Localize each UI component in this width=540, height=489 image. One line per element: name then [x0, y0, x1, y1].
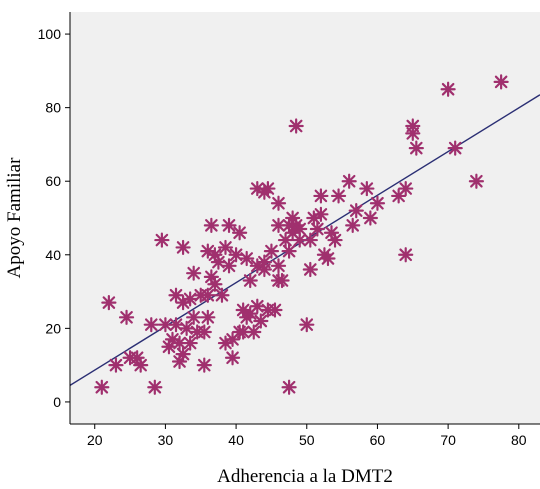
- data-point: [260, 180, 276, 197]
- data-point: [186, 309, 202, 325]
- data-point: [405, 125, 421, 141]
- data-point: [369, 195, 386, 211]
- data-point: [221, 258, 237, 274]
- data-point: [186, 265, 202, 281]
- plot-area: [70, 12, 540, 424]
- data-point: [270, 195, 287, 211]
- y-tick-label: 100: [38, 26, 62, 42]
- data-point: [362, 210, 378, 226]
- data-point: [292, 221, 308, 237]
- data-point: [398, 247, 414, 263]
- data-point: [214, 287, 230, 303]
- points-layer: [94, 74, 509, 395]
- x-tick-labels: 20 30 40 50 60 70 80: [87, 432, 527, 448]
- data-point: [221, 217, 237, 233]
- data-point: [143, 317, 159, 333]
- data-point: [108, 357, 124, 373]
- data-point: [263, 243, 280, 259]
- y-axis-title: Apoyo Familiar: [4, 157, 25, 279]
- data-point: [348, 203, 364, 219]
- data-point: [447, 140, 463, 156]
- data-point: [182, 335, 198, 351]
- y-tick-label: 40: [45, 247, 61, 263]
- data-point: [147, 379, 163, 395]
- data-point: [224, 350, 241, 366]
- data-point: [200, 287, 216, 303]
- data-point: [196, 357, 212, 373]
- data-point: [327, 232, 343, 248]
- data-point: [168, 317, 184, 333]
- data-point: [359, 180, 375, 197]
- data-point: [157, 317, 174, 333]
- data-point: [281, 379, 297, 395]
- data-point: [154, 232, 170, 248]
- axes-layer: [65, 12, 540, 429]
- data-point: [468, 173, 484, 189]
- data-point: [200, 309, 216, 325]
- data-point: [239, 250, 255, 267]
- data-point: [320, 250, 336, 267]
- data-point: [210, 254, 227, 270]
- data-point: [309, 221, 325, 237]
- x-axis-title: Adherencia a la DMT2: [217, 466, 393, 487]
- y-tick-label: 60: [45, 173, 61, 189]
- data-point: [270, 258, 287, 274]
- data-point: [493, 74, 509, 90]
- y-tick-labels: 0 20 40 60 80 100: [38, 26, 62, 410]
- x-tick-label: 20: [87, 432, 103, 448]
- data-point: [196, 324, 212, 340]
- data-point: [175, 346, 191, 362]
- data-point: [118, 309, 135, 325]
- data-point: [341, 173, 357, 189]
- data-point: [267, 302, 283, 318]
- data-point: [408, 140, 424, 156]
- data-point: [232, 225, 248, 241]
- data-point: [203, 217, 219, 233]
- data-point: [313, 188, 329, 204]
- data-point: [217, 239, 234, 256]
- data-point: [299, 317, 315, 333]
- data-point: [302, 232, 318, 248]
- x-tick-label: 80: [511, 432, 527, 448]
- data-point: [440, 81, 456, 97]
- data-point: [207, 276, 223, 292]
- data-point: [133, 357, 149, 373]
- data-point: [203, 269, 219, 285]
- data-point: [398, 180, 414, 197]
- x-tick-label: 60: [370, 432, 386, 448]
- x-tick-label: 50: [299, 432, 315, 448]
- data-point: [253, 313, 269, 329]
- data-point: [313, 206, 329, 222]
- y-tick-label: 0: [53, 394, 61, 410]
- x-tick-label: 30: [158, 432, 174, 448]
- data-point: [288, 118, 304, 134]
- data-point: [242, 272, 258, 289]
- y-tick-label: 80: [45, 100, 61, 116]
- data-point: [274, 272, 290, 289]
- data-point: [302, 261, 318, 278]
- x-tick-label: 40: [228, 432, 244, 448]
- data-point: [246, 324, 262, 340]
- data-point: [345, 217, 361, 233]
- data-point: [256, 254, 272, 270]
- data-point: [330, 188, 347, 204]
- x-tick-label: 70: [440, 432, 456, 448]
- y-tick-label: 20: [45, 320, 61, 336]
- data-point: [175, 239, 191, 256]
- data-point: [281, 243, 297, 259]
- data-point: [94, 379, 110, 395]
- data-point: [101, 295, 117, 311]
